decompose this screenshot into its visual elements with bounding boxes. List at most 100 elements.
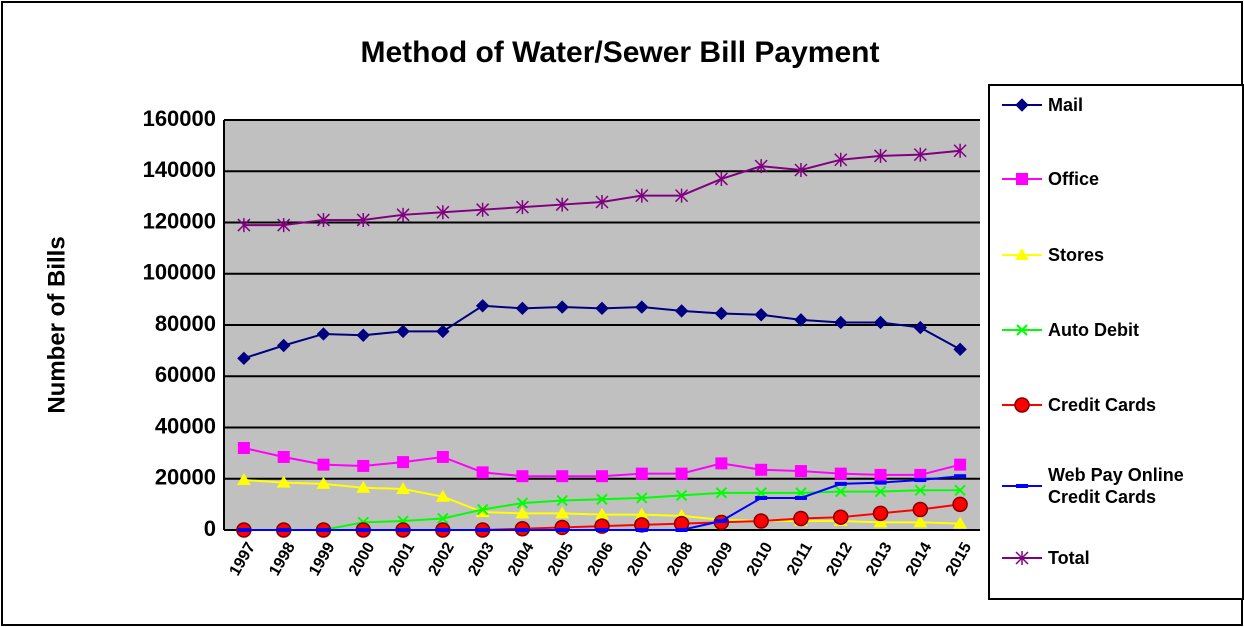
legend-swatch (1002, 173, 1042, 185)
legend-swatch (1002, 324, 1042, 336)
marker (316, 476, 331, 489)
legend-item: Office (1000, 168, 1208, 190)
marker (834, 467, 847, 480)
marker (953, 516, 968, 529)
series (237, 299, 967, 366)
marker (596, 470, 608, 483)
marker (1015, 98, 1029, 112)
marker (437, 512, 449, 525)
marker (754, 308, 768, 322)
y-tick-label: 160000 (143, 106, 216, 131)
marker (874, 485, 887, 498)
marker (635, 188, 649, 203)
marker (834, 152, 848, 167)
marker (793, 510, 809, 527)
marker (435, 489, 450, 502)
marker (476, 202, 490, 217)
legend-swatch (1002, 98, 1042, 112)
marker (397, 456, 410, 469)
legend-swatch (1002, 551, 1042, 565)
marker (954, 484, 966, 496)
y-axis-label: Number of Bills (43, 236, 70, 413)
marker (873, 515, 888, 528)
y-tick-label: 100000 (143, 260, 216, 285)
marker (316, 327, 331, 341)
marker (237, 442, 250, 454)
marker (635, 300, 649, 314)
marker (554, 519, 570, 536)
marker (476, 466, 489, 479)
marker (1014, 397, 1030, 413)
marker (634, 507, 649, 520)
marker (675, 489, 688, 502)
marker (952, 496, 968, 513)
marker (1015, 551, 1029, 565)
marker (913, 147, 927, 162)
marker (595, 195, 609, 209)
legend-item: Mail (1000, 94, 1208, 116)
series (237, 442, 967, 483)
marker (515, 506, 530, 519)
marker (913, 515, 928, 528)
marker (835, 485, 847, 498)
legend-swatch (1002, 248, 1042, 260)
marker (715, 457, 728, 470)
marker (555, 197, 569, 212)
marker (236, 473, 251, 486)
marker (1015, 248, 1029, 260)
marker (396, 482, 411, 494)
legend: Mail Office Stores Auto Debit Credit Cards We… (988, 84, 1244, 600)
marker (436, 324, 450, 339)
marker (755, 463, 768, 476)
marker (953, 342, 967, 357)
marker (276, 475, 291, 488)
marker (953, 143, 967, 158)
marker (874, 468, 887, 481)
y-tick-label: 140000 (143, 157, 216, 182)
y-tick-label: 40000 (155, 413, 216, 438)
marker (555, 506, 570, 519)
marker (636, 492, 648, 504)
marker (595, 301, 609, 316)
marker (356, 480, 371, 493)
marker (595, 507, 609, 520)
marker (476, 503, 489, 516)
marker (675, 467, 688, 480)
marker (794, 465, 807, 478)
marker (317, 458, 330, 471)
legend-label: Office (1048, 169, 1100, 189)
marker (515, 301, 530, 316)
legend-label: Mail (1048, 95, 1084, 115)
marker (277, 450, 290, 463)
marker (715, 487, 728, 499)
marker (1016, 324, 1028, 336)
marker (674, 304, 689, 318)
marker (276, 338, 291, 353)
marker (357, 459, 370, 472)
marker (396, 207, 410, 222)
legend-item: Auto Debit (1000, 319, 1208, 341)
marker (635, 467, 648, 480)
series (237, 143, 967, 233)
marker (396, 324, 410, 339)
marker (556, 470, 569, 483)
legend-item: Web Pay Online Credit Cards (1000, 464, 1208, 508)
marker (873, 148, 888, 163)
y-tick-label: 0 (204, 516, 216, 541)
marker (237, 351, 251, 366)
marker (515, 200, 529, 215)
y-tick-label: 20000 (155, 465, 216, 490)
legend-item: Stores (1000, 244, 1208, 266)
legend-swatch (1002, 397, 1042, 413)
marker (714, 171, 728, 186)
marker (954, 458, 967, 471)
marker (914, 468, 927, 481)
marker (914, 484, 927, 496)
marker (356, 212, 370, 227)
marker (277, 218, 291, 233)
marker (516, 497, 529, 509)
legend-label: Credit Cards (1048, 395, 1157, 415)
marker (754, 159, 768, 174)
marker (516, 470, 529, 483)
